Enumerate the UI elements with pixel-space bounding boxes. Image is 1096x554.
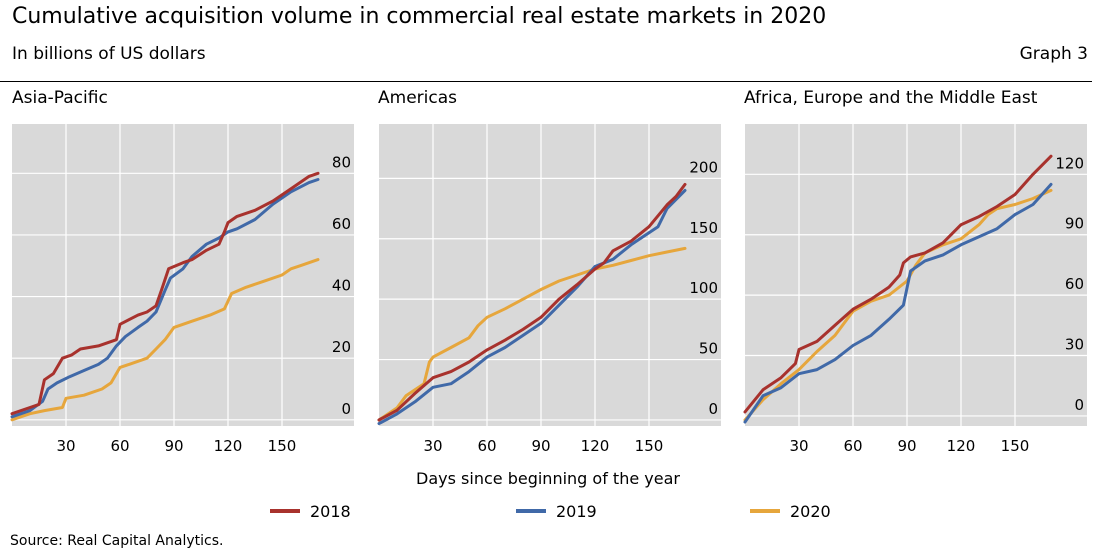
x-tick-label: 120 <box>214 437 243 455</box>
panel-title-emea: Africa, Europe and the Middle East <box>744 88 1038 108</box>
legend-swatch-2018 <box>270 509 300 513</box>
legend-swatch-2019 <box>516 509 546 513</box>
header-divider <box>0 81 1092 82</box>
legend-label-2020: 2020 <box>790 501 831 521</box>
panel-title-americas: Americas <box>378 88 457 108</box>
x-tick-label: 90 <box>531 437 550 455</box>
y-tick-label: 80 <box>332 153 351 171</box>
y-tick-label: 50 <box>699 340 718 358</box>
legend-label-2019: 2019 <box>556 501 597 521</box>
y-tick-label: 60 <box>332 215 351 233</box>
y-tick-label: 200 <box>689 158 718 176</box>
x-axis-label: Days since beginning of the year <box>416 469 680 488</box>
x-tick-label: 60 <box>477 437 496 455</box>
y-tick-label: 60 <box>1065 275 1084 293</box>
x-tick-label: 30 <box>56 437 75 455</box>
x-tick-label: 90 <box>897 437 916 455</box>
legend-item-2019: 2019 <box>516 500 597 522</box>
chart-subtitle: In billions of US dollars <box>12 44 206 64</box>
x-tick-label: 30 <box>423 437 442 455</box>
x-tick-label: 150 <box>1001 437 1030 455</box>
legend-label-2018: 2018 <box>310 501 351 521</box>
x-tick-label: 60 <box>110 437 129 455</box>
y-tick-label: 0 <box>341 400 351 418</box>
panel-title-asia-pacific: Asia-Pacific <box>12 88 108 108</box>
series-line-2018 <box>10 171 320 416</box>
series-line-2020 <box>10 258 320 422</box>
y-tick-label: 100 <box>689 279 718 297</box>
series-line-2019 <box>377 188 687 426</box>
series-line-2020 <box>377 246 687 422</box>
y-tick-label: 120 <box>1055 154 1084 172</box>
y-tick-label: 90 <box>1065 215 1084 233</box>
x-tick-label: 120 <box>581 437 610 455</box>
y-tick-label: 150 <box>689 219 718 237</box>
series-line-2018 <box>743 154 1053 414</box>
graph-number-label: Graph 3 <box>1019 44 1088 64</box>
chart-panel-americas: 30 60 90 120 150 0 50 100 150 200 <box>377 124 721 455</box>
y-tick-label: 30 <box>1065 336 1084 354</box>
x-tick-label: 30 <box>789 437 808 455</box>
chart-panel-asia-pacific: 30 60 90 120 150 0 20 40 60 80 <box>10 124 354 455</box>
y-tick-label: 0 <box>708 400 718 418</box>
series-line-2018 <box>377 182 687 422</box>
chart-title: Cumulative acquisition volume in commerc… <box>12 4 827 29</box>
chart-panel-emea: 30 60 90 120 150 0 30 60 90 120 <box>743 124 1087 455</box>
x-tick-label: 90 <box>164 437 183 455</box>
series-line-2019 <box>10 178 320 419</box>
y-tick-label: 40 <box>332 277 351 295</box>
x-tick-label: 120 <box>947 437 976 455</box>
legend-swatch-2020 <box>750 509 780 513</box>
charts-canvas: 30 60 90 120 150 0 20 40 60 80 30 60 90 120 150 0 50 100 1… <box>10 124 1087 455</box>
x-tick-label: 150 <box>635 437 664 455</box>
y-tick-label: 0 <box>1074 396 1084 414</box>
legend-item-2020: 2020 <box>750 500 831 522</box>
y-tick-label: 20 <box>332 338 351 356</box>
series-line-2019 <box>743 182 1053 424</box>
x-tick-label: 60 <box>843 437 862 455</box>
source-note: Source: Real Capital Analytics. <box>10 533 224 549</box>
legend-item-2018: 2018 <box>270 500 351 522</box>
plot-background <box>745 124 1087 426</box>
x-tick-label: 150 <box>268 437 297 455</box>
